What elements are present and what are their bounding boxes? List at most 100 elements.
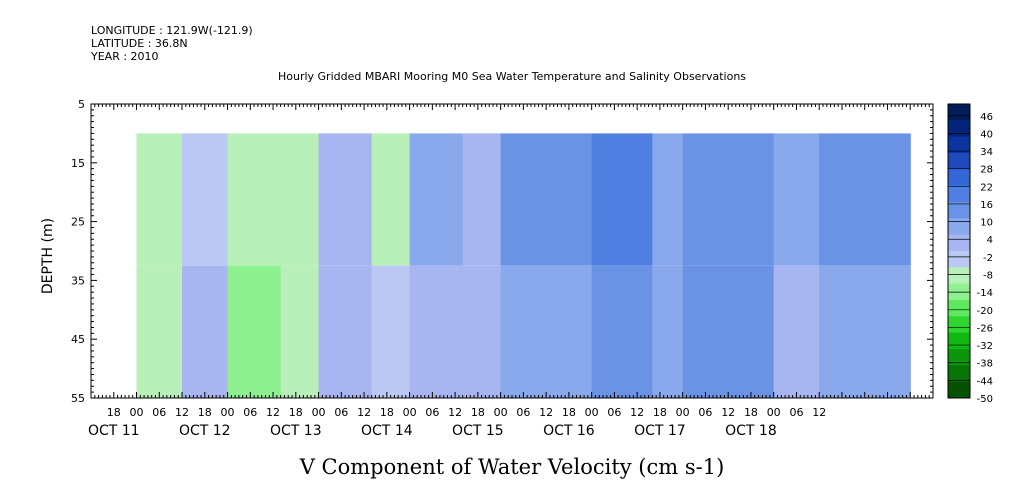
colorbar-swatch (948, 316, 970, 334)
y-tick-label: 15 (71, 157, 85, 170)
colorbar-swatch (948, 234, 970, 252)
heatmap-cell-lower-9 (591, 265, 653, 398)
heatmap-cell-lower-2 (227, 265, 282, 398)
x-hour-label: 00 (585, 406, 599, 419)
colorbar-swatch (948, 349, 970, 366)
colorbar-swatch (948, 185, 970, 203)
x-hour-label: 06 (516, 406, 530, 419)
heatmap-cell-lower-10 (652, 265, 684, 398)
x-hour-label: 18 (289, 406, 303, 419)
x-axis-title: V Component of Water Velocity (cm s-1) (299, 455, 725, 479)
heatmap-cell-upper-13 (819, 133, 911, 266)
y-tick-label: 5 (78, 98, 85, 111)
x-hour-label: 18 (380, 406, 394, 419)
x-hour-label: 06 (607, 406, 621, 419)
x-hour-label: 06 (152, 406, 166, 419)
x-hour-label: 06 (334, 406, 348, 419)
x-axis: 18 00 06 12 18 00 06 12 18 00 06 12 18 00 06 12 18 00 06 12… (88, 104, 934, 439)
heatmap-cell-lower-11 (682, 265, 775, 398)
heatmap-cell-lower-7 (462, 265, 502, 398)
heatmap-cell-upper-10 (652, 133, 684, 266)
colorbar-label: -20 (977, 306, 993, 317)
heatmap-cell-lower-6 (409, 265, 464, 398)
heatmap-cell-lower-5 (371, 265, 411, 398)
colorbar-label: 10 (980, 218, 993, 229)
heatmap-cell-lower-13 (819, 265, 911, 398)
heatmap-cell-upper-0 (136, 133, 183, 266)
x-hour-label: 00 (494, 406, 508, 419)
x-hour-label: 18 (107, 406, 121, 419)
x-day-label: OCT 14 (361, 423, 413, 439)
x-day-label: OCT 18 (725, 423, 777, 439)
colorbar-label: -26 (977, 323, 993, 334)
colorbar-swatch (948, 300, 970, 317)
heatmap-cell-upper-5 (371, 133, 411, 266)
heatmap-cell-lower-1 (182, 265, 229, 398)
y-axis-title: DEPTH (m) (40, 218, 56, 294)
x-hour-label: 00 (676, 406, 690, 419)
y-axis: 5 15 25 35 45 55 (71, 98, 933, 405)
y-tick-label: 35 (71, 274, 85, 287)
colorbar-label: -2 (983, 253, 993, 264)
colorbar-label: -32 (977, 341, 993, 352)
x-hour-label: 06 (425, 406, 439, 419)
y-tick-label: 25 (71, 216, 85, 229)
x-day-label: OCT 11 (88, 423, 140, 439)
colorbar: 46 40 34 28 22 16 10 4 -2 -8 -14 -20 -26 -32 -38 -44 -50 (947, 103, 993, 405)
x-hour-label: 12 (539, 406, 553, 419)
colorbar-label: 28 (980, 165, 993, 176)
colorbar-swatch (948, 202, 970, 219)
x-hour-label: 12 (175, 406, 189, 419)
x-hour-label: 12 (630, 406, 644, 419)
heatmap-cell-lower-4 (318, 265, 373, 398)
heatmap-cell-upper-7 (462, 133, 502, 266)
x-hour-label: 00 (403, 406, 417, 419)
colorbar-label: -38 (977, 359, 993, 370)
x-hour-label: 18 (562, 406, 576, 419)
x-hour-label: 00 (130, 406, 144, 419)
heatmap-cell-upper-6 (409, 133, 464, 266)
x-hour-label: 18 (198, 406, 212, 419)
colorbar-label: 16 (980, 200, 993, 211)
x-hour-label: 12 (812, 406, 826, 419)
colorbar-swatch (948, 169, 970, 187)
x-hour-label: 18 (471, 406, 485, 419)
heatmap-cell-upper-11 (682, 133, 775, 266)
longitude-label: LONGITUDE : 121.9W(-121.9) (91, 24, 253, 37)
colorbar-label: 22 (980, 182, 993, 193)
colorbar-swatch (948, 136, 970, 154)
heatmap-cell-lower-3 (280, 265, 320, 398)
x-hour-label: 00 (312, 406, 326, 419)
colorbar-swatch (948, 104, 970, 121)
heatmap-cell-lower-0 (136, 265, 183, 398)
colorbar-label: -50 (977, 394, 993, 405)
colorbar-label: -44 (977, 376, 993, 387)
colorbar-label: 4 (987, 235, 993, 246)
year-label: YEAR : 2010 (90, 50, 159, 63)
colorbar-label: -14 (977, 288, 993, 299)
heatmap-cell-upper-12 (773, 133, 820, 266)
heatmap-cell-lower-8 (500, 265, 593, 398)
x-day-label: OCT 16 (543, 423, 595, 439)
x-hour-label: 18 (744, 406, 758, 419)
x-hour-label: 06 (698, 406, 712, 419)
colorbar-swatch (948, 218, 970, 236)
heatmap-cell-upper-1 (182, 133, 229, 266)
colorbar-swatch (948, 332, 970, 350)
latitude-label: LATITUDE : 36.8N (91, 37, 188, 50)
x-hour-label: 06 (243, 406, 257, 419)
colorbar-label: 34 (980, 147, 993, 158)
colorbar-label: 46 (980, 112, 993, 123)
x-hour-label: 12 (721, 406, 735, 419)
x-day-label: OCT 12 (179, 423, 231, 439)
heatmap-cell-upper-4 (318, 133, 373, 266)
colorbar-label: 40 (980, 129, 993, 140)
y-tick-label: 45 (71, 333, 85, 346)
heatmap-cell-upper-3 (280, 133, 320, 266)
x-hour-label: 06 (789, 406, 803, 419)
colorbar-swatch (948, 267, 970, 285)
x-day-label: OCT 15 (452, 423, 504, 439)
x-hour-label: 12 (266, 406, 280, 419)
x-day-label: OCT 13 (270, 423, 322, 439)
